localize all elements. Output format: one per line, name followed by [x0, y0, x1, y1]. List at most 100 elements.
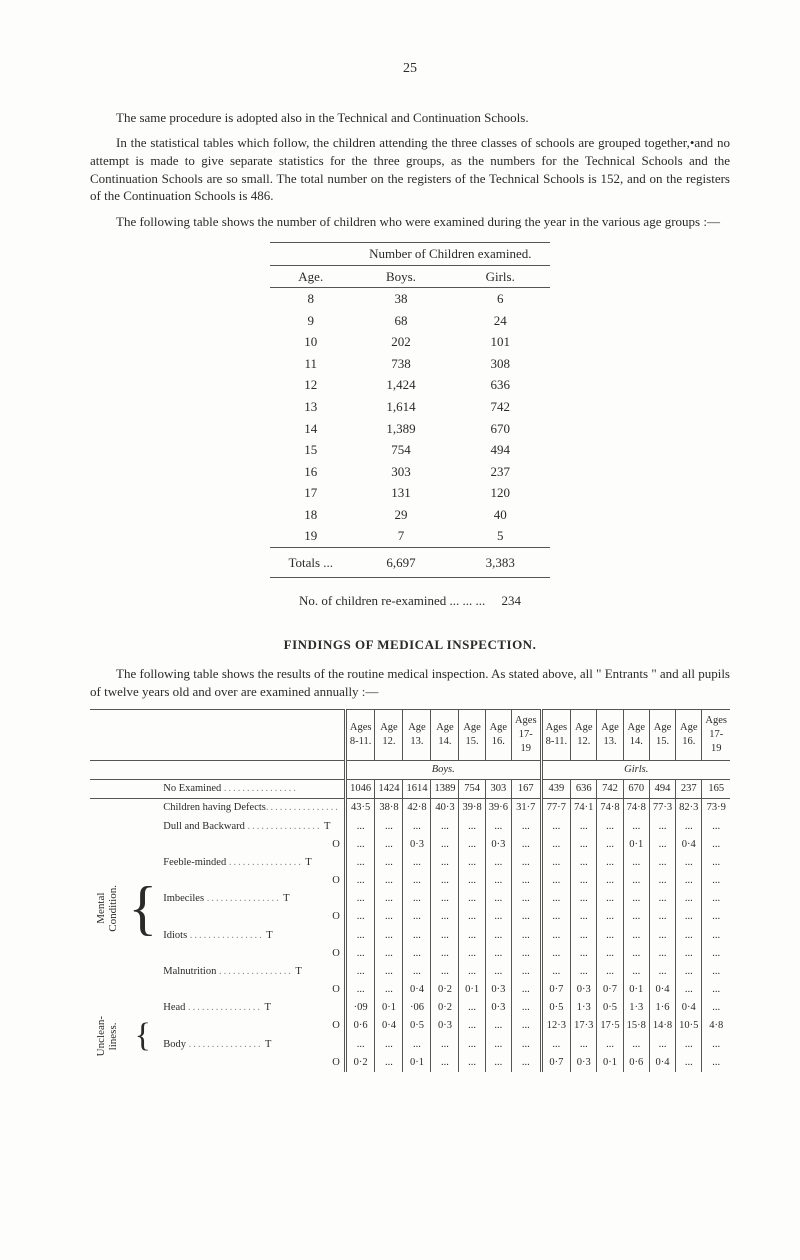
value-cell: ...	[597, 927, 623, 945]
value-cell: ...	[403, 818, 431, 836]
value-cell: 0·3	[485, 999, 511, 1017]
value-cell: ...	[511, 1054, 541, 1072]
value-cell: ...	[485, 818, 511, 836]
age-header-cell: Age 13.	[403, 709, 431, 761]
value-cell: ...	[345, 927, 375, 945]
age-header-cell: Age 16.	[485, 709, 511, 761]
value-cell: ...	[571, 927, 597, 945]
value-cell: 167	[511, 780, 541, 799]
value-cell: ...	[702, 1036, 730, 1054]
value-cell: ...	[623, 908, 649, 926]
value-cell: 17·3	[571, 1017, 597, 1035]
value-cell: ...	[702, 890, 730, 908]
value-cell: 0·3	[431, 1017, 459, 1035]
value-cell: ...	[511, 981, 541, 999]
value-cell: 0·3	[571, 981, 597, 999]
value-cell: ...	[459, 890, 485, 908]
value-cell: ...	[541, 890, 571, 908]
findings-table: Boys. Girls. Ages 8-11.Age 12.Age 13.Age…	[90, 709, 730, 1072]
age-header-cell: Age 15.	[649, 709, 675, 761]
value-cell: ...	[623, 1036, 649, 1054]
value-cell: 12·3	[541, 1017, 571, 1035]
age-cell: 1,614	[351, 396, 451, 418]
vertical-label: Unclean-liness.	[93, 1016, 121, 1056]
row-label: O	[160, 908, 345, 926]
value-cell: ...	[511, 1036, 541, 1054]
value-cell: ...	[345, 818, 375, 836]
value-cell: 1·6	[649, 999, 675, 1017]
value-cell: 39·6	[485, 799, 511, 818]
value-cell: ...	[485, 854, 511, 872]
row-label: O	[160, 1054, 345, 1072]
value-cell: 43·5	[345, 799, 375, 818]
age-cell: 12	[270, 374, 351, 396]
value-cell: ...	[541, 945, 571, 963]
age-cell: 9	[270, 310, 351, 332]
value-cell: ...	[485, 927, 511, 945]
value-cell: ...	[345, 981, 375, 999]
age-header-cell: Ages 17-19	[702, 709, 730, 761]
value-cell: 39·8	[459, 799, 485, 818]
age-cell: 11	[270, 353, 351, 375]
age-header-cell: Age 13.	[597, 709, 623, 761]
row-label: Feeble-minded T	[160, 854, 345, 872]
value-cell: ...	[485, 872, 511, 890]
value-cell: ...	[623, 854, 649, 872]
value-cell: ...	[431, 854, 459, 872]
age-cell: 5	[451, 525, 550, 547]
value-cell: ...	[403, 1036, 431, 1054]
value-cell: ...	[431, 963, 459, 981]
value-cell: ...	[345, 872, 375, 890]
value-cell: ...	[649, 963, 675, 981]
value-cell: ·06	[403, 999, 431, 1017]
value-cell: ...	[485, 908, 511, 926]
row-label: Malnutrition T	[160, 963, 345, 981]
value-cell: ...	[676, 872, 702, 890]
value-cell: ...	[541, 1036, 571, 1054]
value-cell: 0·4	[676, 836, 702, 854]
value-cell: ...	[375, 927, 403, 945]
row-label: Imbeciles T	[160, 890, 345, 908]
age-cell: 101	[451, 331, 550, 353]
row-label: O	[160, 872, 345, 890]
value-cell: ...	[375, 836, 403, 854]
value-cell: ...	[375, 1054, 403, 1072]
value-cell: ...	[571, 1036, 597, 1054]
value-cell: ...	[541, 836, 571, 854]
value-cell: 0·5	[403, 1017, 431, 1035]
value-cell: ...	[649, 818, 675, 836]
age-cell: 40	[451, 504, 550, 526]
value-cell: ...	[676, 1036, 702, 1054]
value-cell: 0·3	[485, 981, 511, 999]
value-cell: 0·3	[485, 836, 511, 854]
value-cell: 0·1	[597, 1054, 623, 1072]
value-cell: ...	[345, 963, 375, 981]
girls-header: Girls.	[541, 761, 730, 780]
value-cell: ...	[375, 963, 403, 981]
intro-para-2: In the statistical tables which follow, …	[90, 134, 730, 204]
value-cell: ...	[431, 908, 459, 926]
value-cell: ...	[511, 945, 541, 963]
value-cell: ...	[702, 818, 730, 836]
value-cell: ...	[571, 890, 597, 908]
value-cell: 439	[541, 780, 571, 799]
value-cell: ...	[459, 945, 485, 963]
value-cell: 303	[485, 780, 511, 799]
value-cell: 0·2	[431, 981, 459, 999]
value-cell: ...	[375, 1036, 403, 1054]
value-cell: 0·1	[623, 836, 649, 854]
row-label: Idiots T	[160, 927, 345, 945]
value-cell: ...	[597, 872, 623, 890]
value-cell: ...	[403, 908, 431, 926]
age-header-cell: Age 14.	[431, 709, 459, 761]
value-cell: ...	[511, 854, 541, 872]
age-cell: 18	[270, 504, 351, 526]
value-cell: ...	[403, 890, 431, 908]
value-cell: ...	[676, 981, 702, 999]
age-cell: 1,389	[351, 418, 451, 440]
value-cell: ...	[597, 818, 623, 836]
age-header-cell: Ages 8-11.	[345, 709, 375, 761]
value-cell: ...	[459, 836, 485, 854]
value-cell: ...	[676, 945, 702, 963]
value-cell: ...	[676, 908, 702, 926]
